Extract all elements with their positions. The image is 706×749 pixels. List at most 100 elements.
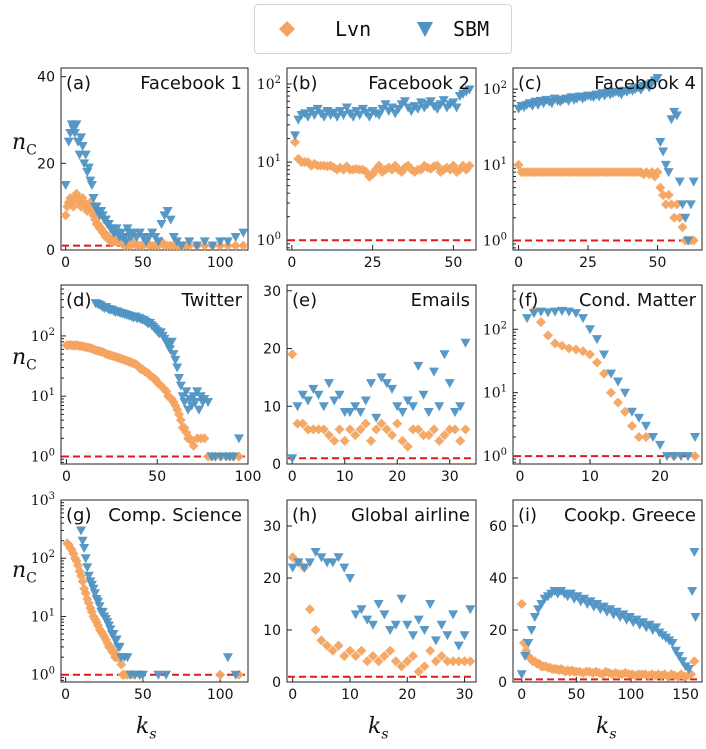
sbm-point [585, 597, 596, 607]
sbm-point [655, 440, 665, 450]
lvn-point [303, 424, 313, 435]
sbm-point [578, 314, 588, 324]
lvn-point [634, 431, 644, 442]
sbm-point [207, 241, 218, 251]
x-tick-label: 0 [516, 469, 525, 485]
lvn-point [324, 430, 334, 441]
panel-title: Facebook 2 [368, 73, 470, 94]
sbm-point [199, 237, 210, 247]
lvn-point [215, 669, 226, 680]
sbm-point [419, 626, 430, 635]
panel-letter: (g) [66, 505, 91, 526]
sbm-point [287, 454, 298, 464]
sbm-point [179, 398, 190, 408]
sbm-point [366, 379, 376, 389]
sbm-point [669, 452, 679, 462]
sbm-point [324, 379, 334, 389]
sbm-point [423, 408, 434, 418]
sbm-point [451, 103, 462, 113]
lvn-point [430, 656, 441, 667]
lvn-point [379, 651, 390, 661]
lvn-point [408, 424, 418, 435]
lvn-point [613, 397, 623, 408]
sbm-point [638, 618, 649, 628]
sbm-point [97, 607, 108, 617]
x-tick-label: 100 [207, 255, 234, 271]
sbm-point [122, 653, 133, 663]
lvn-point [329, 435, 340, 446]
y-tick-label: 60 [489, 519, 507, 535]
sbm-point [79, 543, 90, 553]
sbm-point [683, 665, 694, 674]
lvn-point [318, 424, 329, 435]
sbm-point [663, 168, 674, 178]
sbm-point [399, 97, 410, 107]
lvn-point [564, 343, 574, 354]
lvn-point [396, 661, 407, 672]
lvn-point [308, 424, 319, 435]
sbm-point [448, 98, 459, 108]
x-tick-label: 50 [444, 255, 462, 271]
lvn-point [423, 430, 434, 441]
x-tick-label: 25 [579, 255, 597, 271]
sbm-point [660, 160, 671, 170]
sbm-point [380, 100, 391, 110]
sbm-point [536, 307, 546, 317]
sbm-point [114, 642, 125, 652]
x-tick-label: 10 [341, 687, 359, 703]
lvn-point [652, 167, 663, 178]
sbm-point [94, 602, 105, 612]
sbm-point [688, 177, 699, 187]
sbm-point [687, 587, 698, 596]
sbm-point [648, 432, 658, 442]
sbm-point [624, 613, 635, 622]
lvn-point [287, 349, 298, 360]
sbm-point [303, 112, 313, 122]
lvn-point [669, 212, 680, 223]
sbm-point [69, 129, 80, 138]
sbm-point [674, 652, 685, 661]
lvn-point [373, 656, 384, 667]
y-tick-label: 10 [263, 399, 281, 415]
y-axis-label-row2: nC [12, 345, 37, 374]
sbm-point [83, 571, 94, 581]
legend-sbm-marker [417, 22, 433, 37]
sbm-point [105, 625, 116, 635]
sbm-point [137, 670, 148, 680]
sbm-point [413, 615, 424, 625]
sbm-point [385, 626, 396, 635]
sbm-point [376, 373, 387, 383]
y-tick-label: 100 [257, 231, 281, 249]
sbm-point [341, 103, 352, 113]
panel-g-frame [60, 499, 249, 683]
y-tick-label: 101 [483, 384, 507, 402]
legend: Lvn SBM [254, 4, 512, 54]
panel-title: Facebook 4 [594, 73, 696, 94]
sbm-point [238, 228, 249, 238]
sbm-point [618, 610, 629, 620]
sbm-point [292, 402, 303, 412]
sbm-point [670, 646, 681, 656]
lvn-point [413, 424, 424, 435]
lvn-point [316, 635, 327, 646]
sbm-point [297, 390, 308, 400]
lvn-point [434, 435, 445, 446]
x-tick-label: 0 [288, 687, 297, 703]
panel-c-frame [512, 67, 703, 251]
sbm-point [667, 639, 678, 648]
y-tick-label: 100 [483, 447, 507, 465]
sbm-point [287, 563, 298, 573]
lvn-point [442, 656, 453, 667]
lvn-point [366, 435, 376, 446]
lvn-point [371, 424, 382, 435]
sbm-point [367, 620, 378, 630]
x-tick-label: 30 [441, 469, 459, 485]
sbm-point [215, 237, 226, 247]
sbm-point [164, 345, 175, 355]
panel-title: Global airline [351, 505, 470, 526]
lvn-point [666, 199, 677, 210]
sbm-point [676, 452, 686, 462]
sbm-point [634, 413, 644, 423]
sbm-point [193, 405, 204, 415]
lvn-point [436, 651, 447, 661]
